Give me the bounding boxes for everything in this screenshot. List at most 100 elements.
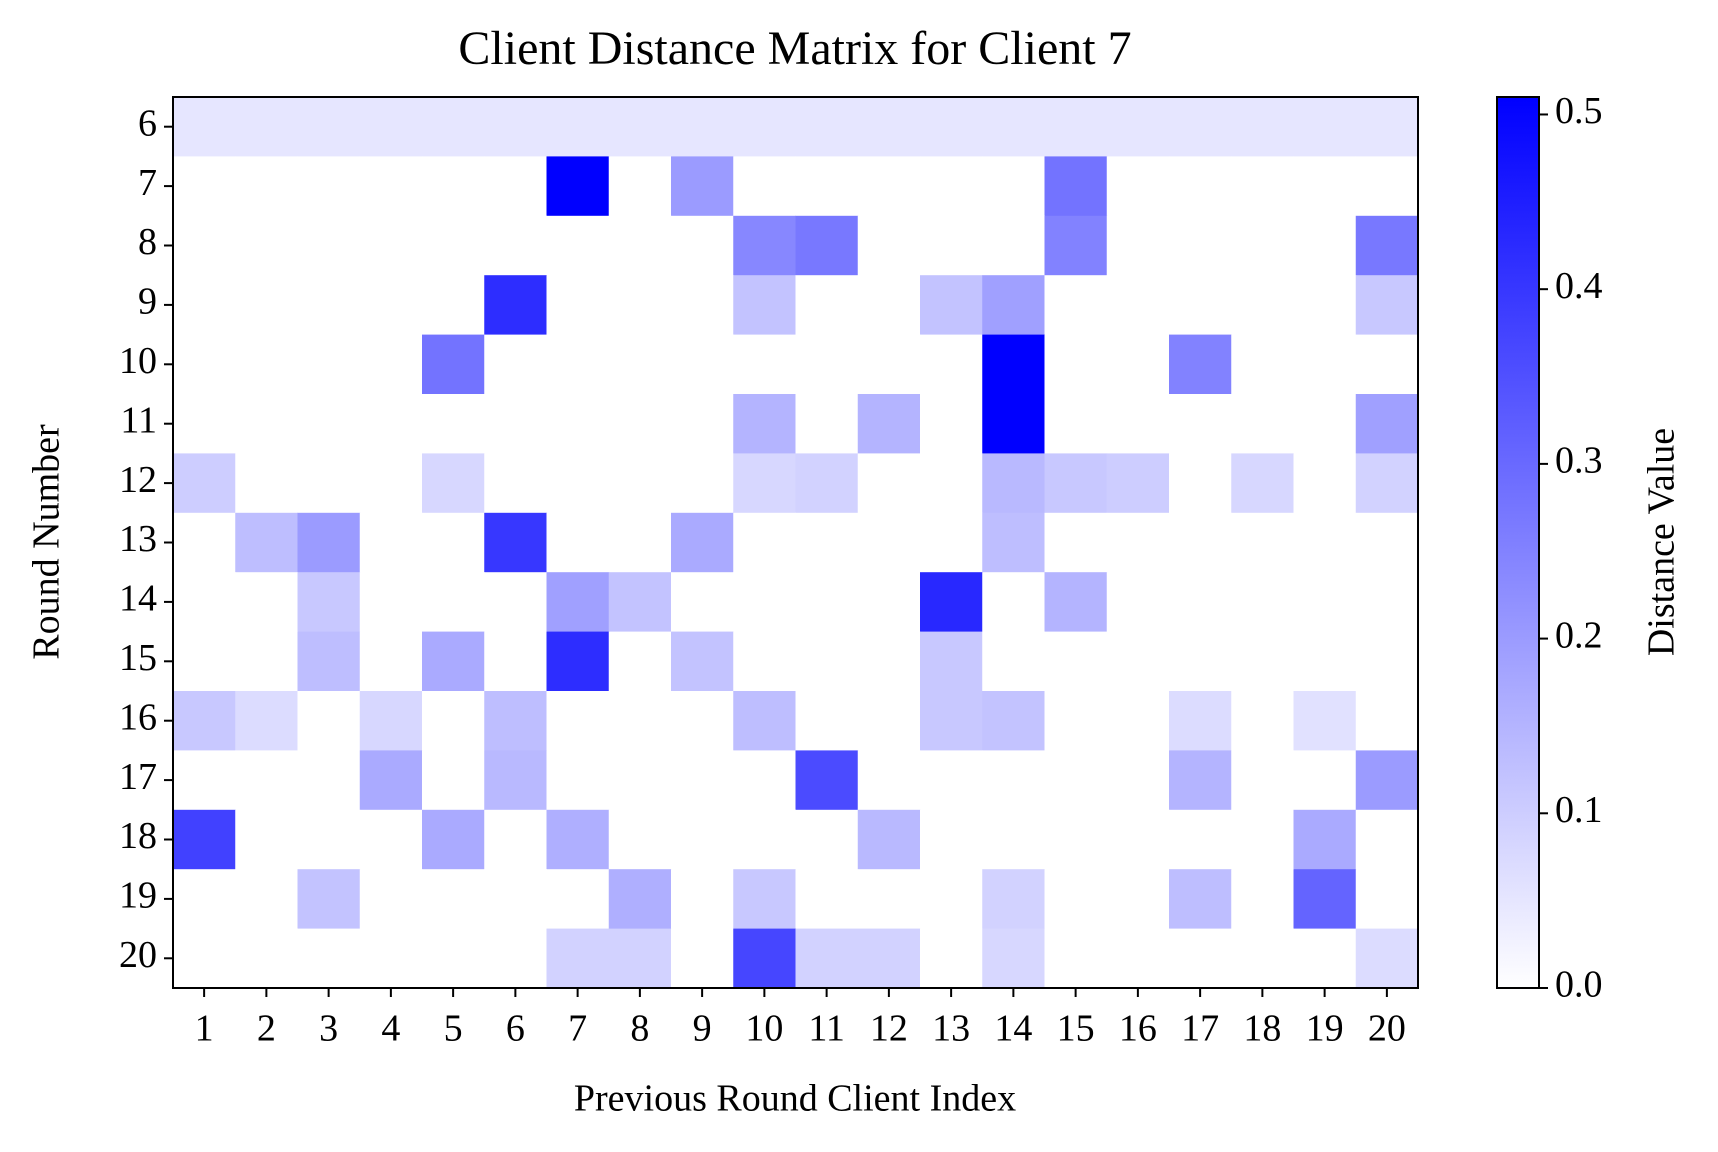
cell [422,691,485,751]
cell [920,156,983,217]
cell [484,334,547,395]
cell [1169,750,1232,811]
cell [1169,215,1232,276]
cell [359,572,423,633]
cell [1231,275,1294,336]
cell [982,215,1045,276]
cell [982,156,1045,217]
y-tick-label: 6 [138,102,157,144]
x-tick-label: 19 [1306,1008,1344,1050]
cell [920,869,983,930]
cell [297,97,361,157]
cell [1044,156,1108,217]
cell [297,512,361,573]
x-axis-label: Previous Round Client Index [574,1078,1016,1120]
cell [1044,394,1108,454]
cell [1231,334,1294,395]
cell [546,572,610,633]
cell [795,691,859,751]
cell [1231,928,1294,989]
cell [1106,275,1170,336]
cell [1355,215,1419,276]
cell [235,691,298,751]
cell [733,928,796,989]
cell [484,97,547,157]
cell [795,631,859,692]
cell [359,156,423,217]
cell [1106,156,1170,217]
cell [484,394,547,454]
colorbar-tick-label: 0.3 [1555,440,1603,482]
cell [733,869,796,930]
cell [1044,572,1108,633]
cell [920,215,983,276]
cell [484,631,547,692]
cell [733,97,796,157]
cell [671,156,734,217]
cell [173,512,236,573]
cell [608,691,672,751]
colorbar-label: Distance Value [1641,428,1683,656]
cell [1106,750,1170,811]
cell [235,215,298,276]
cell [608,928,672,989]
cell [297,869,361,930]
cell [1293,691,1357,751]
cell [1169,631,1232,692]
cell [795,750,859,811]
cell [920,334,983,395]
cell [671,275,734,336]
cell [484,869,547,930]
cell [795,275,859,336]
cell [173,453,236,514]
y-tick-label: 18 [119,815,157,857]
cell [1231,215,1294,276]
cell [671,869,734,930]
cell [173,631,236,692]
cell [1169,869,1232,930]
cell [173,750,236,811]
cell [235,750,298,811]
x-tick-label: 15 [1057,1008,1095,1050]
y-tick-label: 8 [138,221,157,263]
cell [546,928,610,989]
cell [235,869,298,930]
cell [173,691,236,751]
cell [235,572,298,633]
x-tick-label: 12 [870,1008,908,1050]
cell [1355,631,1419,692]
cell [173,97,236,157]
cell [671,394,734,454]
cell [920,275,983,336]
y-tick-label: 13 [119,518,157,560]
cell [1293,334,1357,395]
cell [1355,691,1419,751]
cell [1231,512,1294,573]
x-tick-label: 10 [745,1008,783,1050]
cell [1293,453,1357,514]
cell [422,156,485,217]
y-tick-label: 10 [119,340,157,382]
cell [608,453,672,514]
cell [608,869,672,930]
cell [1044,215,1108,276]
cell [733,750,796,811]
cell [422,215,485,276]
cell [359,275,423,336]
cell [982,928,1045,989]
cell [982,572,1045,633]
y-tick-label: 11 [120,399,157,441]
cell [173,928,236,989]
cell [608,334,672,395]
cell [1293,394,1357,454]
cell [920,97,983,157]
cell [982,512,1045,573]
cell [1044,275,1108,336]
cell [422,512,485,573]
cell [733,512,796,573]
cell [1169,394,1232,454]
cell [671,572,734,633]
cell [1106,512,1170,573]
cell [857,215,921,276]
